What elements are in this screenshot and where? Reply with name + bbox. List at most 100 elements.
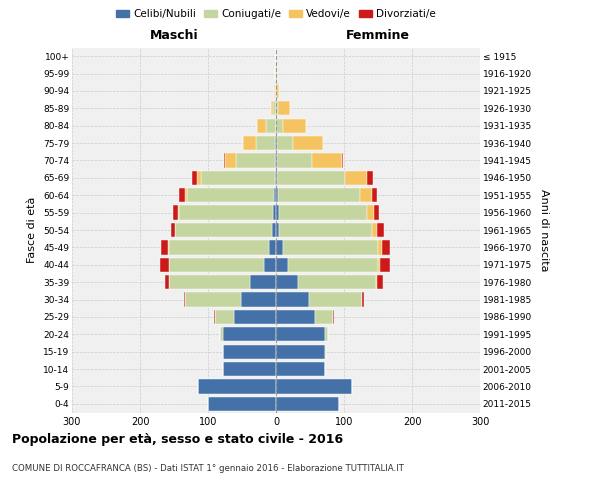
Y-axis label: Fasce di età: Fasce di età [28, 197, 37, 263]
Bar [276, 275, 298, 289]
Bar [273, 206, 276, 220]
Bar [276, 170, 277, 185]
Bar [256, 136, 275, 150]
Text: Maschi: Maschi [149, 30, 199, 43]
Bar [273, 101, 276, 116]
Bar [266, 118, 276, 133]
Bar [312, 154, 342, 168]
Bar [224, 154, 225, 168]
Bar [276, 292, 308, 306]
Bar [214, 310, 215, 324]
Bar [169, 258, 264, 272]
Bar [380, 258, 390, 272]
Bar [316, 310, 333, 324]
Bar [298, 275, 376, 289]
Bar [377, 275, 383, 289]
Bar [276, 327, 325, 342]
Bar [275, 170, 276, 185]
Bar [179, 188, 185, 202]
Bar [225, 154, 236, 168]
Bar [198, 380, 276, 394]
Bar [271, 101, 273, 116]
Bar [185, 188, 187, 202]
Bar [275, 154, 276, 168]
Bar [187, 188, 274, 202]
Bar [377, 223, 384, 237]
Bar [275, 84, 276, 98]
Text: COMUNE DI ROCCAFRANCA (BS) - Dati ISTAT 1° gennaio 2016 - Elaborazione TUTTITALI: COMUNE DI ROCCAFRANCA (BS) - Dati ISTAT … [12, 464, 404, 473]
Bar [275, 66, 276, 80]
Bar [372, 188, 377, 202]
Bar [173, 206, 178, 220]
Bar [165, 275, 169, 289]
Bar [274, 84, 275, 98]
Bar [276, 101, 278, 116]
Bar [280, 223, 372, 237]
Bar [283, 240, 378, 254]
Bar [269, 240, 276, 254]
Bar [277, 170, 346, 185]
Bar [276, 136, 277, 150]
Bar [220, 327, 223, 342]
Bar [272, 223, 276, 237]
Bar [333, 310, 334, 324]
Bar [359, 188, 372, 202]
Bar [215, 310, 234, 324]
Bar [276, 396, 338, 411]
Bar [276, 362, 325, 376]
Bar [275, 136, 276, 150]
Bar [250, 275, 276, 289]
Bar [234, 310, 276, 324]
Bar [367, 206, 374, 220]
Bar [367, 170, 373, 185]
Bar [276, 118, 283, 133]
Bar [276, 344, 325, 359]
Bar [342, 154, 343, 168]
Bar [169, 240, 269, 254]
Legend: Celibi/Nubili, Coniugati/e, Vedovi/e, Divorziati/e: Celibi/Nubili, Coniugati/e, Vedovi/e, Di… [112, 5, 440, 24]
Bar [277, 154, 312, 168]
Bar [346, 170, 367, 185]
Bar [308, 292, 362, 306]
Bar [241, 292, 276, 306]
Bar [160, 258, 169, 272]
Bar [276, 154, 277, 168]
Bar [378, 258, 380, 272]
Bar [276, 188, 278, 202]
Bar [223, 327, 276, 342]
Bar [179, 206, 273, 220]
Bar [278, 101, 290, 116]
Bar [178, 206, 179, 220]
Bar [185, 292, 241, 306]
Bar [257, 118, 266, 133]
Bar [276, 206, 279, 220]
Bar [184, 292, 185, 306]
Bar [372, 223, 377, 237]
Bar [277, 136, 293, 150]
Bar [168, 240, 169, 254]
Bar [276, 240, 283, 254]
Bar [169, 275, 250, 289]
Bar [288, 258, 378, 272]
Bar [362, 292, 364, 306]
Bar [278, 188, 359, 202]
Bar [374, 206, 379, 220]
Bar [161, 240, 168, 254]
Bar [382, 240, 390, 254]
Bar [283, 118, 306, 133]
Bar [276, 310, 316, 324]
Bar [325, 327, 328, 342]
Bar [264, 258, 276, 272]
Bar [175, 223, 272, 237]
Bar [276, 258, 288, 272]
Text: Popolazione per età, sesso e stato civile - 2016: Popolazione per età, sesso e stato civil… [12, 432, 343, 446]
Bar [171, 223, 175, 237]
Bar [208, 396, 276, 411]
Bar [223, 362, 276, 376]
Bar [277, 84, 280, 98]
Bar [276, 66, 277, 80]
Bar [276, 223, 280, 237]
Bar [325, 344, 326, 359]
Bar [378, 240, 382, 254]
Bar [376, 275, 377, 289]
